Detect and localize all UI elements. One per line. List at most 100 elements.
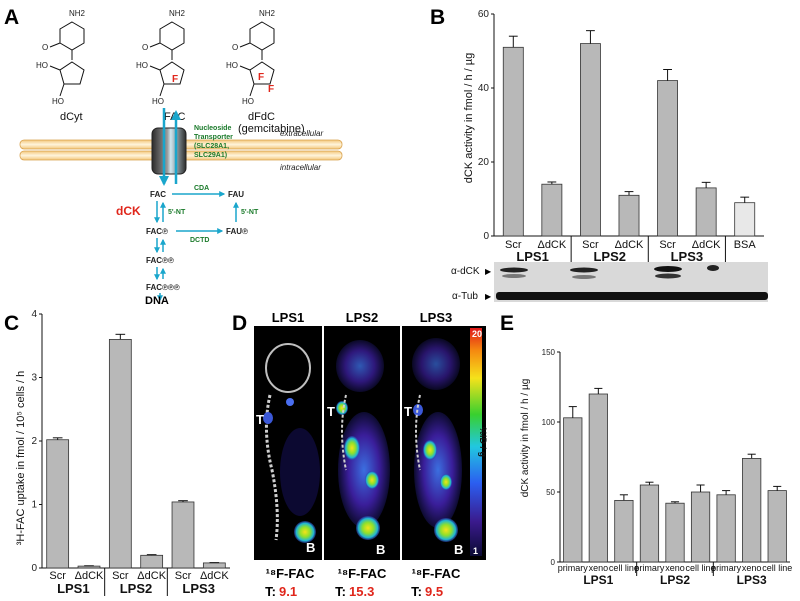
pathway-cda: CDA [194, 185, 209, 192]
dcyt-nh2: NH2 [69, 9, 86, 18]
category-label: primary [711, 563, 742, 573]
bladder-marker-lps1: B [306, 540, 315, 555]
bar [690, 491, 711, 563]
group-label: LPS2 [120, 581, 153, 596]
panel-e-ylabel: dCK activity in fmol / h / µg [520, 379, 531, 498]
mouse-lps2 [336, 340, 390, 540]
mouse-lps3 [412, 338, 462, 542]
dcyt-name: dCyt [60, 111, 83, 123]
pet-tracer-lps1: ¹⁸F-FAC [266, 566, 315, 581]
pet-t-label-lps1: T: [265, 584, 276, 599]
y-tick-label: 0 [483, 231, 489, 242]
bar [108, 338, 132, 569]
y-tick-label: 40 [478, 83, 490, 94]
panel-a: A NH2 HO HO O dCyt NH2 HO HO O F FAC [4, 6, 343, 307]
tumor-marker-lps1: T [256, 412, 264, 427]
y-tick-label: 0 [31, 563, 37, 574]
category-label: Scr [49, 570, 66, 582]
bladder-marker-lps3: B [454, 542, 463, 557]
pet-title-lps3: LPS3 [420, 310, 453, 325]
scale-min: 1 [473, 546, 478, 556]
category-label: Scr [582, 239, 599, 251]
y-tick-label: 60 [478, 9, 490, 20]
bar [140, 554, 164, 569]
fac-ho3: HO [152, 97, 164, 106]
bar [580, 43, 601, 237]
pathway-dctd: DCTD [190, 237, 209, 244]
category-label: Scr [175, 570, 192, 582]
y-tick-label: 3 [31, 373, 37, 384]
y-tick-label: 20 [478, 157, 490, 168]
blot-band [655, 273, 681, 279]
tumor-marker-lps3: T [404, 404, 412, 419]
bar [541, 183, 563, 237]
bar [77, 565, 101, 569]
group-label: LPS3 [671, 249, 704, 264]
category-label: ΔdCK [537, 239, 566, 251]
category-label: xeno [589, 563, 609, 573]
transporter-line-3: (SLC28A1, [194, 143, 229, 150]
transporter-icon [151, 127, 187, 175]
bar [502, 46, 524, 237]
panel-d-label: D [232, 312, 247, 335]
dfdc-fluorine-2: F [268, 84, 274, 95]
category-label: ΔdCK [692, 239, 721, 251]
y-tick-label: 0 [551, 558, 556, 567]
group-label: LPS1 [583, 573, 613, 587]
dcyt-ho3: HO [52, 97, 64, 106]
group-label: LPS1 [516, 249, 549, 264]
panel-b-label: B [430, 6, 445, 29]
y-tick-label: 4 [31, 309, 37, 320]
bar [588, 393, 608, 563]
blot-band [707, 265, 719, 271]
blot-dck-label: α-dCK [451, 266, 480, 277]
bladder-marker-lps2: B [376, 542, 385, 557]
y-tick-label: 100 [542, 418, 556, 427]
y-tick-label: 50 [546, 488, 555, 497]
category-label: cell line [686, 563, 716, 573]
category-label: ΔdCK [615, 239, 644, 251]
molecule-dfdc [239, 21, 275, 97]
pet-title-lps2: LPS2 [346, 310, 379, 325]
bar [665, 502, 685, 563]
dfdc-nh2: NH2 [259, 9, 276, 18]
pet-tracer-lps3: ¹⁸F-FAC [412, 566, 461, 581]
panel-c-label: C [4, 312, 19, 335]
panel-c: C ³H-FAC uptake in fmol / 10⁵ cells / h … [4, 309, 230, 596]
bar [563, 417, 583, 563]
pet-t-value-lps1: 9.1 [279, 584, 297, 599]
category-label: ΔdCK [75, 570, 104, 582]
pet-title-lps1: LPS1 [272, 310, 305, 325]
pathway-fau-p: FAU℗ [226, 227, 248, 236]
bar [695, 187, 717, 237]
category-label: cell line [609, 563, 639, 573]
pathway-dck: dCK [116, 204, 141, 218]
extracellular-label: extracellular [280, 129, 323, 138]
bar [46, 439, 70, 569]
transporter-line-1: Nucleoside [194, 125, 231, 132]
panel-d: D [232, 310, 488, 599]
blot-band [570, 267, 598, 273]
scale-unit: %ID / g [478, 427, 488, 457]
category-label: xeno [742, 563, 762, 573]
bar [202, 562, 226, 569]
panel-b-ylabel: dCK activity in fmol / h / µg [463, 53, 475, 183]
group-label: LPS2 [660, 573, 690, 587]
panel-e: E dCK activity in fmol / h / µg 0 50 100 15… [500, 312, 792, 587]
dfdc-fluorine-1: F [258, 72, 264, 83]
pet-t-label-lps3: T: [411, 584, 422, 599]
dfdc-o: O [232, 43, 238, 52]
pathway-fac-ppp: FAC℗℗℗ [146, 283, 180, 292]
bar [657, 80, 678, 237]
blot-dck-arrow-icon: ▶ [485, 267, 492, 276]
group-label: LPS3 [737, 573, 767, 587]
category-label: ΔdCK [200, 570, 229, 582]
pathway-fac: FAC [150, 190, 166, 199]
fac-fluorine: F [172, 74, 178, 85]
panel-b: B dCK activity in fmol / h / µg 0 20 40 60 S… [430, 6, 768, 302]
group-label: LPS2 [593, 249, 626, 264]
panel-c-ylabel: ³H-FAC uptake in fmol / 10⁵ cells / h [15, 371, 27, 546]
